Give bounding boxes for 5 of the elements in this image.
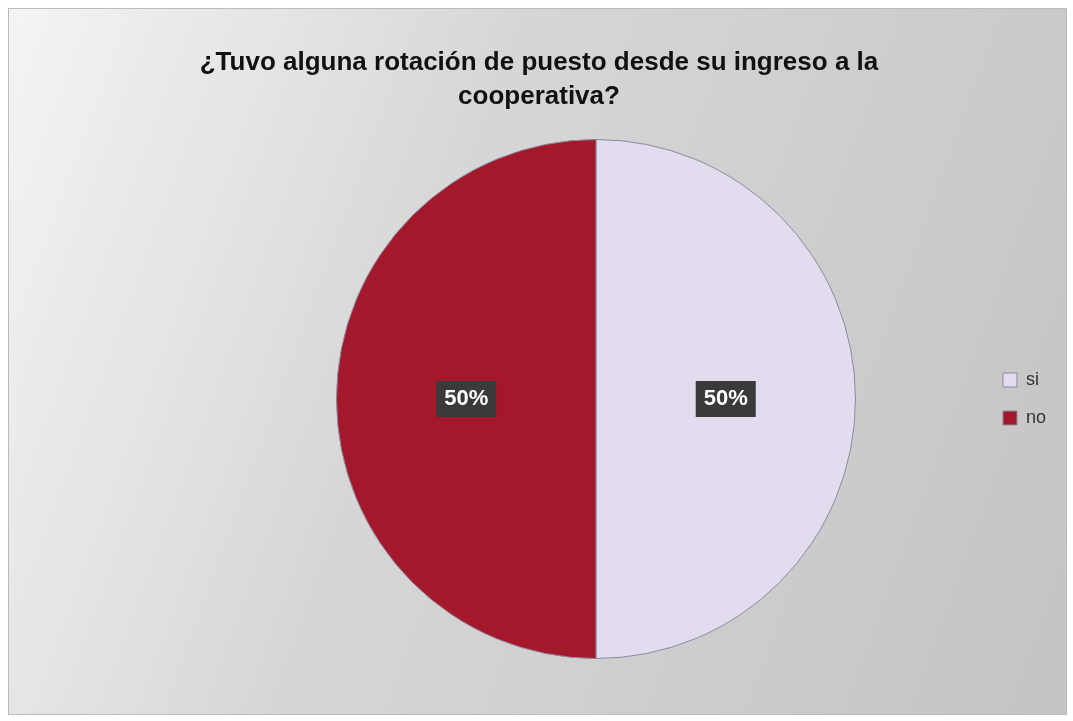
- chart-title: ¿Tuvo alguna rotación de puesto desde su ingreso a la cooperativa?: [198, 45, 880, 112]
- legend-label: si: [1025, 368, 1039, 389]
- data-label: 50%: [444, 385, 489, 411]
- legend-label: no: [1025, 406, 1047, 427]
- data-label: 50%: [703, 385, 748, 411]
